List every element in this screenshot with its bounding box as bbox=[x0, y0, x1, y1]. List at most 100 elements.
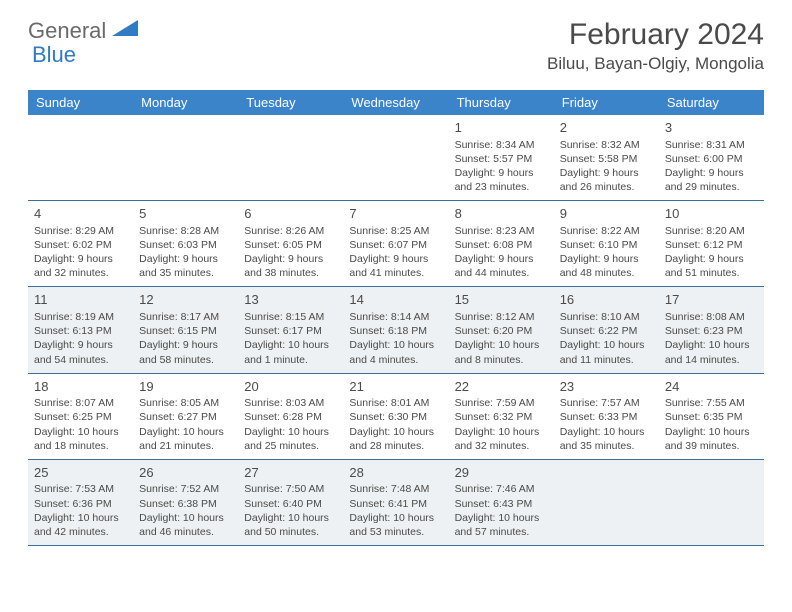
day-cell-27: 27Sunrise: 7:50 AMSunset: 6:40 PMDayligh… bbox=[238, 460, 343, 545]
day-number: 27 bbox=[244, 464, 337, 482]
day-number: 7 bbox=[349, 205, 442, 223]
day-number: 4 bbox=[34, 205, 127, 223]
day-cell-22: 22Sunrise: 7:59 AMSunset: 6:32 PMDayligh… bbox=[449, 374, 554, 459]
sunrise-text: Sunrise: 8:31 AM bbox=[665, 138, 758, 152]
day-cell-29: 29Sunrise: 7:46 AMSunset: 6:43 PMDayligh… bbox=[449, 460, 554, 545]
daylight-text-1: Daylight: 9 hours bbox=[560, 166, 653, 180]
daylight-text-2: and 28 minutes. bbox=[349, 439, 442, 453]
sunset-text: Sunset: 6:10 PM bbox=[560, 238, 653, 252]
daylight-text-1: Daylight: 10 hours bbox=[560, 338, 653, 352]
day-number: 14 bbox=[349, 291, 442, 309]
sunset-text: Sunset: 6:22 PM bbox=[560, 324, 653, 338]
day-number: 12 bbox=[139, 291, 232, 309]
day-number: 2 bbox=[560, 119, 653, 137]
day-cell-26: 26Sunrise: 7:52 AMSunset: 6:38 PMDayligh… bbox=[133, 460, 238, 545]
daylight-text-1: Daylight: 9 hours bbox=[455, 166, 548, 180]
day-number: 1 bbox=[455, 119, 548, 137]
day-cell-25: 25Sunrise: 7:53 AMSunset: 6:36 PMDayligh… bbox=[28, 460, 133, 545]
sunset-text: Sunset: 6:13 PM bbox=[34, 324, 127, 338]
sunset-text: Sunset: 5:57 PM bbox=[455, 152, 548, 166]
week-row: 11Sunrise: 8:19 AMSunset: 6:13 PM Dayligh… bbox=[28, 287, 764, 373]
day-number: 16 bbox=[560, 291, 653, 309]
day-cell-24: 24Sunrise: 7:55 AMSunset: 6:35 PMDayligh… bbox=[659, 374, 764, 459]
location-text: Biluu, Bayan-Olgiy, Mongolia bbox=[547, 54, 764, 74]
sunset-text: Sunset: 6:23 PM bbox=[665, 324, 758, 338]
day-cell-empty bbox=[28, 115, 133, 200]
sunset-text: Sunset: 6:43 PM bbox=[455, 497, 548, 511]
weekday-tuesday: Tuesday bbox=[238, 90, 343, 115]
day-cell-14: 14Sunrise: 8:14 AMSunset: 6:18 PMDayligh… bbox=[343, 287, 448, 372]
day-number: 15 bbox=[455, 291, 548, 309]
sunrise-text: Sunrise: 7:57 AM bbox=[560, 396, 653, 410]
week-row: 25Sunrise: 7:53 AMSunset: 6:36 PMDayligh… bbox=[28, 460, 764, 546]
sunrise-text: Sunrise: 8:08 AM bbox=[665, 310, 758, 324]
day-cell-9: 9Sunrise: 8:22 AMSunset: 6:10 PMDaylight… bbox=[554, 201, 659, 286]
sunrise-text: Sunrise: 8:22 AM bbox=[560, 224, 653, 238]
sunrise-text: Sunrise: 8:19 AM bbox=[34, 310, 127, 324]
day-cell-8: 8Sunrise: 8:23 AMSunset: 6:08 PMDaylight… bbox=[449, 201, 554, 286]
daylight-text-1: Daylight: 10 hours bbox=[34, 425, 127, 439]
daylight-text-2: and 42 minutes. bbox=[34, 525, 127, 539]
day-cell-20: 20Sunrise: 8:03 AMSunset: 6:28 PMDayligh… bbox=[238, 374, 343, 459]
logo-text-blue: Blue bbox=[32, 42, 76, 68]
sunrise-text: Sunrise: 8:32 AM bbox=[560, 138, 653, 152]
daylight-text-2: and 46 minutes. bbox=[139, 525, 232, 539]
daylight-text-2: and 54 minutes. bbox=[34, 353, 127, 367]
day-cell-empty bbox=[238, 115, 343, 200]
week-row: 18Sunrise: 8:07 AMSunset: 6:25 PMDayligh… bbox=[28, 374, 764, 460]
day-cell-10: 10Sunrise: 8:20 AMSunset: 6:12 PMDayligh… bbox=[659, 201, 764, 286]
day-cell-6: 6Sunrise: 8:26 AMSunset: 6:05 PMDaylight… bbox=[238, 201, 343, 286]
sunset-text: Sunset: 6:36 PM bbox=[34, 497, 127, 511]
day-cell-1: 1Sunrise: 8:34 AMSunset: 5:57 PMDaylight… bbox=[449, 115, 554, 200]
sunrise-text: Sunrise: 8:10 AM bbox=[560, 310, 653, 324]
daylight-text-1: Daylight: 10 hours bbox=[665, 425, 758, 439]
sunrise-text: Sunrise: 8:25 AM bbox=[349, 224, 442, 238]
sunrise-text: Sunrise: 8:29 AM bbox=[34, 224, 127, 238]
daylight-text-1: Daylight: 10 hours bbox=[455, 338, 548, 352]
daylight-text-1: Daylight: 9 hours bbox=[139, 252, 232, 266]
day-cell-3: 3Sunrise: 8:31 AMSunset: 6:00 PMDaylight… bbox=[659, 115, 764, 200]
day-number: 22 bbox=[455, 378, 548, 396]
day-number: 8 bbox=[455, 205, 548, 223]
sunset-text: Sunset: 6:20 PM bbox=[455, 324, 548, 338]
sunrise-text: Sunrise: 8:15 AM bbox=[244, 310, 337, 324]
week-row: 4Sunrise: 8:29 AMSunset: 6:02 PM Daylight… bbox=[28, 201, 764, 287]
day-cell-5: 5Sunrise: 8:28 AMSunset: 6:03 PMDaylight… bbox=[133, 201, 238, 286]
day-cell-empty bbox=[133, 115, 238, 200]
weekday-saturday: Saturday bbox=[659, 90, 764, 115]
sunrise-text: Sunrise: 8:12 AM bbox=[455, 310, 548, 324]
day-cell-18: 18Sunrise: 8:07 AMSunset: 6:25 PMDayligh… bbox=[28, 374, 133, 459]
day-cell-15: 15Sunrise: 8:12 AMSunset: 6:20 PMDayligh… bbox=[449, 287, 554, 372]
day-cell-11: 11Sunrise: 8:19 AMSunset: 6:13 PMDayligh… bbox=[28, 287, 133, 372]
sunset-text: Sunset: 6:25 PM bbox=[34, 410, 127, 424]
day-cell-19: 19Sunrise: 8:05 AMSunset: 6:27 PMDayligh… bbox=[133, 374, 238, 459]
sunset-text: Sunset: 6:07 PM bbox=[349, 238, 442, 252]
sunrise-text: Sunrise: 7:50 AM bbox=[244, 482, 337, 496]
daylight-text-1: Daylight: 9 hours bbox=[560, 252, 653, 266]
daylight-text-2: and 1 minute. bbox=[244, 353, 337, 367]
sunset-text: Sunset: 6:28 PM bbox=[244, 410, 337, 424]
day-cell-17: 17Sunrise: 8:08 AMSunset: 6:23 PMDayligh… bbox=[659, 287, 764, 372]
daylight-text-2: and 18 minutes. bbox=[34, 439, 127, 453]
sunset-text: Sunset: 6:02 PM bbox=[34, 238, 127, 252]
day-number: 3 bbox=[665, 119, 758, 137]
day-number: 9 bbox=[560, 205, 653, 223]
sunset-text: Sunset: 6:03 PM bbox=[139, 238, 232, 252]
daylight-text-2: and 14 minutes. bbox=[665, 353, 758, 367]
sunrise-text: Sunrise: 8:07 AM bbox=[34, 396, 127, 410]
day-cell-empty bbox=[343, 115, 448, 200]
calendar: SundayMondayTuesdayWednesdayThursdayFrid… bbox=[28, 90, 764, 546]
day-cell-21: 21Sunrise: 8:01 AMSunset: 6:30 PMDayligh… bbox=[343, 374, 448, 459]
sunset-text: Sunset: 6:40 PM bbox=[244, 497, 337, 511]
day-number: 11 bbox=[34, 291, 127, 309]
day-number: 25 bbox=[34, 464, 127, 482]
daylight-text-2: and 25 minutes. bbox=[244, 439, 337, 453]
day-number: 28 bbox=[349, 464, 442, 482]
daylight-text-1: Daylight: 10 hours bbox=[349, 511, 442, 525]
daylight-text-1: Daylight: 10 hours bbox=[349, 425, 442, 439]
logo-triangle-icon bbox=[112, 20, 138, 43]
daylight-text-2: and 39 minutes. bbox=[665, 439, 758, 453]
sunrise-text: Sunrise: 7:48 AM bbox=[349, 482, 442, 496]
sunrise-text: Sunrise: 8:17 AM bbox=[139, 310, 232, 324]
day-number: 13 bbox=[244, 291, 337, 309]
